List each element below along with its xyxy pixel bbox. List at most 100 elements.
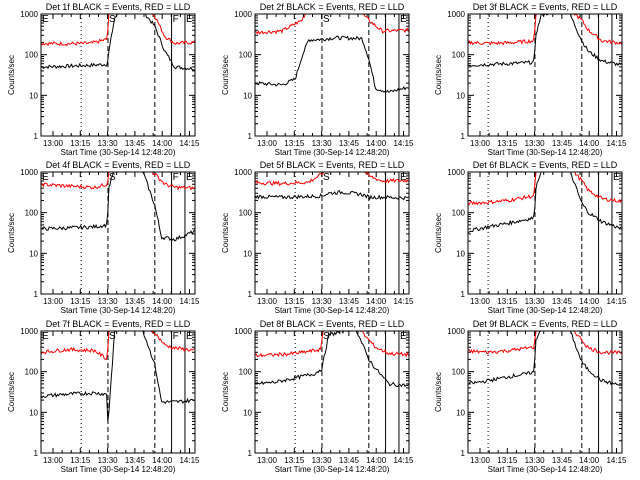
marker-label: S (323, 14, 330, 25)
panel-det-1f: Det 1f BLACK = Events, RED = LLD Counts/s… (7, 2, 200, 157)
panel-title: Det 8f BLACK = Events, RED = LLD (260, 319, 405, 329)
x-tick-label: 13:00 (257, 456, 278, 465)
series-line-lld (41, 172, 195, 191)
y-tick-label: 1000 (447, 10, 465, 19)
y-tick-label: 100 (452, 51, 466, 60)
x-tick-label: 14:15 (393, 297, 414, 306)
x-tick-label: 14:15 (606, 139, 627, 148)
series-line-lld (468, 331, 622, 356)
y-tick-label: 1 (461, 449, 466, 458)
x-tick-label: 14:00 (152, 297, 173, 306)
marker-label: S (109, 172, 116, 183)
plot-frame (40, 13, 196, 137)
marker-label: E (42, 172, 49, 183)
marker-label: E (186, 172, 193, 183)
panel-title: Det 9f BLACK = Events, RED = LLD (473, 319, 618, 329)
series-line-events (255, 35, 409, 93)
y-tick-label: 10 (29, 249, 38, 258)
panel-det-2f: Det 2f BLACK = Events, RED = LLD Counts/s… (221, 2, 414, 157)
y-tick-label: 1000 (447, 168, 465, 177)
x-tick-label: 13:00 (43, 297, 64, 306)
y-tick-label: 10 (456, 408, 465, 417)
x-tick-label: 14:00 (579, 139, 600, 148)
x-tick-label: 13:00 (257, 139, 278, 148)
marker-label: E (613, 172, 620, 183)
y-tick-label: 100 (239, 368, 253, 377)
y-tick-label: 10 (29, 408, 38, 417)
x-tick-label: 13:15 (284, 139, 305, 148)
y-tick-label: 1 (461, 132, 466, 141)
x-tick-label: 13:00 (43, 139, 64, 148)
x-tick-label: 14:15 (179, 456, 200, 465)
x-tick-label: 13:15 (70, 139, 91, 148)
series-line-events (41, 172, 195, 242)
marker-label: S (323, 172, 330, 183)
x-tick-label: 14:15 (393, 139, 414, 148)
x-tick-label: 14:00 (152, 139, 173, 148)
y-tick-label: 100 (239, 51, 253, 60)
x-tick-label: 13:00 (470, 297, 491, 306)
y-tick-label: 10 (456, 249, 465, 258)
y-tick-label: 1 (34, 290, 39, 299)
marker-label: F (173, 331, 179, 342)
x-tick-label: 13:30 (312, 139, 333, 148)
y-tick-label: 1 (248, 132, 253, 141)
panel-title: Det 4f BLACK = Events, RED = LLD (46, 160, 191, 170)
marker-label: E (400, 331, 407, 342)
marker-label: F (173, 14, 179, 25)
x-tick-label: 13:45 (339, 297, 360, 306)
y-axis-label: Counts/sec (221, 372, 230, 412)
series-line-lld (255, 331, 409, 358)
series-line-lld (468, 172, 622, 206)
x-tick-label: 14:00 (366, 456, 387, 465)
panel-title: Det 2f BLACK = Events, RED = LLD (260, 2, 405, 12)
x-tick-label: 14:00 (579, 297, 600, 306)
x-tick-label: 13:30 (98, 456, 119, 465)
x-tick-label: 13:15 (70, 456, 91, 465)
x-tick-label: 13:45 (125, 297, 146, 306)
x-tick-label: 13:15 (497, 456, 518, 465)
plot-frame (254, 171, 410, 295)
panel-det-8f: Det 8f BLACK = Events, RED = LLD Counts/s… (221, 319, 414, 474)
x-tick-label: 13:45 (339, 456, 360, 465)
plot-frame (467, 330, 623, 454)
x-tick-label: 13:30 (525, 456, 546, 465)
series-line-events (468, 172, 622, 233)
x-tick-label: 14:15 (179, 139, 200, 148)
y-axis-label: Counts/sec (7, 213, 16, 253)
y-axis-label: Counts/sec (7, 372, 16, 412)
marker-label: S (109, 331, 116, 342)
series-line-events (468, 14, 622, 67)
x-axis-label: Start Time (30-Sep-14 12:48:20) (61, 148, 176, 157)
y-axis-label: Counts/sec (221, 55, 230, 95)
panel-det-5f: Det 5f BLACK = Events, RED = LLD Counts/s… (221, 160, 414, 315)
x-tick-label: 13:30 (312, 456, 333, 465)
series-line-lld (41, 331, 195, 360)
plot-frame (40, 171, 196, 295)
y-tick-label: 1 (34, 449, 39, 458)
series-line-lld (255, 14, 409, 35)
x-tick-label: 14:00 (152, 456, 173, 465)
x-tick-label: 13:15 (284, 456, 305, 465)
y-tick-label: 10 (243, 408, 252, 417)
y-tick-label: 100 (452, 209, 466, 218)
y-axis-label: Counts/sec (221, 213, 230, 253)
series-line-events (255, 189, 409, 201)
series-line-events (41, 331, 195, 422)
y-tick-label: 1 (248, 449, 253, 458)
x-tick-label: 14:00 (366, 297, 387, 306)
x-axis-label: Start Time (30-Sep-14 12:48:20) (488, 148, 603, 157)
marker-label: S (109, 14, 116, 25)
x-tick-label: 13:45 (552, 456, 573, 465)
panel-title: Det 7f BLACK = Events, RED = LLD (46, 319, 191, 329)
y-tick-label: 10 (29, 91, 38, 100)
marker-label: E (400, 14, 407, 25)
x-tick-label: 13:30 (98, 139, 119, 148)
plot-frame (467, 171, 623, 295)
x-tick-label: 13:00 (257, 297, 278, 306)
x-tick-label: 13:15 (284, 297, 305, 306)
y-tick-label: 1000 (20, 168, 38, 177)
x-tick-label: 13:15 (497, 139, 518, 148)
marker-label: E (186, 331, 193, 342)
